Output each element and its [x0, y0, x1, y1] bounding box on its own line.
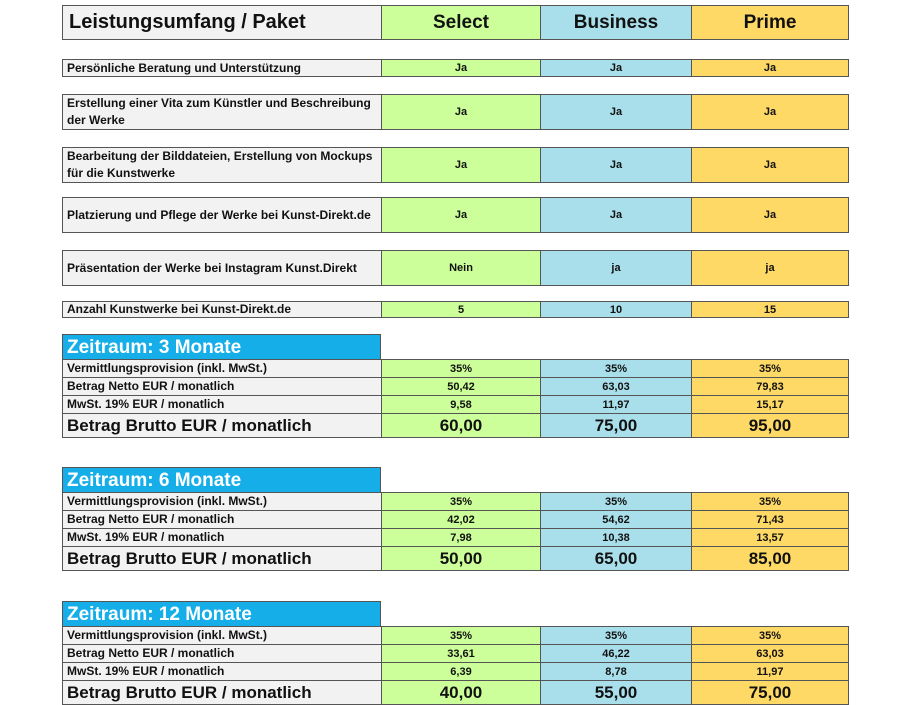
prime-cell: 35% — [691, 359, 849, 378]
business-cell: 65,00 — [540, 546, 692, 571]
prime-cell: Prime — [691, 5, 849, 40]
business-cell: ja — [540, 250, 692, 286]
select-cell: Ja — [381, 197, 541, 233]
select-cell: 60,00 — [381, 413, 541, 438]
prime-cell: 75,00 — [691, 680, 849, 705]
price-row: Betrag Netto EUR / monatlich 50,42 63,03 79… — [62, 377, 850, 396]
prime-cell: Ja — [691, 147, 849, 183]
business-cell: 8,78 — [540, 662, 692, 681]
price-row: MwSt. 19% EUR / monatlich 7,98 10,38 13,57 — [62, 528, 850, 547]
feature-row: Anzahl Kunstwerke bei Kunst-Direkt.de 5 10… — [62, 301, 850, 318]
feature-row: Platzierung und Pflege der Werke bei Kun… — [62, 197, 850, 233]
business-cell: 35% — [540, 626, 692, 645]
prime-cell: 79,83 — [691, 377, 849, 396]
price-row: MwSt. 19% EUR / monatlich 6,39 8,78 11,97 — [62, 662, 850, 681]
label-cell: Betrag Brutto EUR / monatlich — [62, 546, 382, 571]
label-cell: Präsentation der Werke bei Instagram Kun… — [62, 250, 382, 286]
business-cell: Ja — [540, 94, 692, 130]
label-cell: Betrag Netto EUR / monatlich — [62, 644, 382, 663]
price-row: MwSt. 19% EUR / monatlich 9,58 11,97 15,17 — [62, 395, 850, 414]
prime-cell: 95,00 — [691, 413, 849, 438]
select-cell: 7,98 — [381, 528, 541, 547]
price-row: Betrag Netto EUR / monatlich 33,61 46,22 63… — [62, 644, 850, 663]
prime-cell: 15 — [691, 301, 849, 318]
label-cell: Leistungsumfang / Paket — [62, 5, 382, 40]
prime-cell: 35% — [691, 626, 849, 645]
label-cell: Vermittlungsprovision (inkl. MwSt.) — [62, 626, 382, 645]
prime-cell: 15,17 — [691, 395, 849, 414]
select-cell: Ja — [381, 147, 541, 183]
select-cell: 6,39 — [381, 662, 541, 681]
period-title: Zeitraum: 12 Monate — [62, 601, 381, 628]
select-cell: Ja — [381, 94, 541, 130]
prime-cell: 63,03 — [691, 644, 849, 663]
feature-row: Erstellung einer Vita zum Künstler und B… — [62, 94, 850, 130]
business-cell: 55,00 — [540, 680, 692, 705]
period-title: Zeitraum: 6 Monate — [62, 467, 381, 494]
select-cell: 35% — [381, 359, 541, 378]
business-cell: 46,22 — [540, 644, 692, 663]
prime-cell: ja — [691, 250, 849, 286]
business-cell: 54,62 — [540, 510, 692, 529]
header-row: Leistungsumfang / Paket Select Business Pri… — [62, 5, 850, 40]
business-cell: 35% — [540, 492, 692, 511]
label-cell: Persönliche Beratung und Unterstützung — [62, 59, 382, 77]
business-cell: Business — [540, 5, 692, 40]
select-cell: Ja — [381, 59, 541, 77]
prime-cell: 85,00 — [691, 546, 849, 571]
business-cell: 11,97 — [540, 395, 692, 414]
select-cell: 5 — [381, 301, 541, 318]
label-cell: Vermittlungsprovision (inkl. MwSt.) — [62, 359, 382, 378]
select-cell: Nein — [381, 250, 541, 286]
total-row: Betrag Brutto EUR / monatlich 50,00 65,00 8… — [62, 546, 850, 571]
label-cell: Platzierung und Pflege der Werke bei Kun… — [62, 197, 382, 233]
price-row: Vermittlungsprovision (inkl. MwSt.) 35% 35… — [62, 359, 850, 378]
prime-cell: Ja — [691, 94, 849, 130]
price-row: Vermittlungsprovision (inkl. MwSt.) 35% 35… — [62, 492, 850, 511]
label-cell: Vermittlungsprovision (inkl. MwSt.) — [62, 492, 382, 511]
business-cell: Ja — [540, 147, 692, 183]
label-cell: MwSt. 19% EUR / monatlich — [62, 528, 382, 547]
prime-cell: 71,43 — [691, 510, 849, 529]
prime-cell: 13,57 — [691, 528, 849, 547]
label-cell: Betrag Brutto EUR / monatlich — [62, 680, 382, 705]
label-cell: Betrag Brutto EUR / monatlich — [62, 413, 382, 438]
select-cell: 35% — [381, 626, 541, 645]
select-cell: 35% — [381, 492, 541, 511]
label-cell: Betrag Netto EUR / monatlich — [62, 377, 382, 396]
prime-cell: 11,97 — [691, 662, 849, 681]
select-cell: 33,61 — [381, 644, 541, 663]
total-row: Betrag Brutto EUR / monatlich 60,00 75,00 9… — [62, 413, 850, 438]
select-cell: Select — [381, 5, 541, 40]
business-cell: 63,03 — [540, 377, 692, 396]
business-cell: 75,00 — [540, 413, 692, 438]
select-cell: 42,02 — [381, 510, 541, 529]
feature-row: Präsentation der Werke bei Instagram Kun… — [62, 250, 850, 286]
business-cell: 35% — [540, 359, 692, 378]
price-row: Vermittlungsprovision (inkl. MwSt.) 35% 35… — [62, 626, 850, 645]
price-row: Betrag Netto EUR / monatlich 42,02 54,62 71… — [62, 510, 850, 529]
total-row: Betrag Brutto EUR / monatlich 40,00 55,00 7… — [62, 680, 850, 705]
prime-cell: Ja — [691, 59, 849, 77]
select-cell: 40,00 — [381, 680, 541, 705]
period-title: Zeitraum: 3 Monate — [62, 334, 381, 361]
label-cell: Erstellung einer Vita zum Künstler und B… — [62, 94, 382, 130]
business-cell: 10,38 — [540, 528, 692, 547]
select-cell: 50,00 — [381, 546, 541, 571]
select-cell: 9,58 — [381, 395, 541, 414]
label-cell: MwSt. 19% EUR / monatlich — [62, 395, 382, 414]
business-cell: Ja — [540, 59, 692, 77]
prime-cell: Ja — [691, 197, 849, 233]
select-cell: 50,42 — [381, 377, 541, 396]
label-cell: Anzahl Kunstwerke bei Kunst-Direkt.de — [62, 301, 382, 318]
label-cell: MwSt. 19% EUR / monatlich — [62, 662, 382, 681]
business-cell: 10 — [540, 301, 692, 318]
business-cell: Ja — [540, 197, 692, 233]
prime-cell: 35% — [691, 492, 849, 511]
label-cell: Bearbeitung der Bilddateien, Erstellung … — [62, 147, 382, 183]
label-cell: Betrag Netto EUR / monatlich — [62, 510, 382, 529]
feature-row: Bearbeitung der Bilddateien, Erstellung … — [62, 147, 850, 183]
feature-row: Persönliche Beratung und Unterstützung Ja… — [62, 59, 850, 77]
